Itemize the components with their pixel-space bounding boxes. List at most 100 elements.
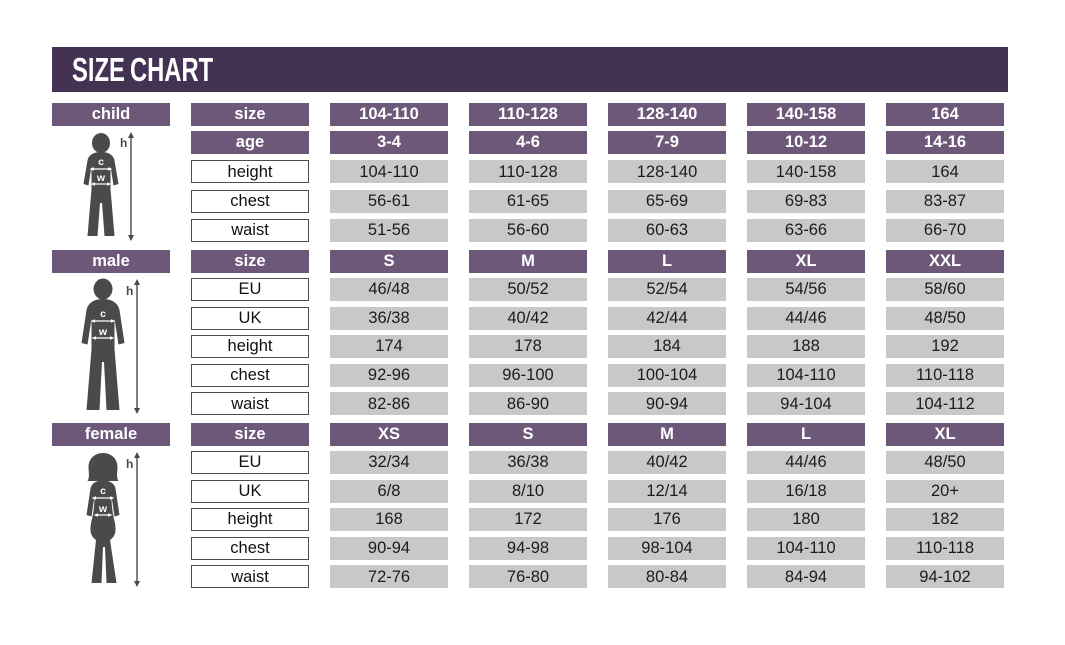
female-EU-value: 36/38 (469, 451, 587, 474)
female-size-value: M (608, 423, 726, 446)
svg-text:h: h (126, 284, 133, 298)
row-label-chest: chest (191, 363, 309, 387)
child-height-value: 110-128 (469, 160, 587, 184)
child-size-value: 164 (886, 103, 1004, 126)
female-chest-value: 104-110 (747, 536, 865, 560)
female-waist-value: 72-76 (330, 565, 448, 589)
female-waist-value: 80-84 (608, 565, 726, 589)
male-chest-value: 110-118 (886, 363, 1004, 387)
row-header-size: size (191, 103, 309, 126)
child-age-value: 3-4 (330, 131, 448, 154)
male-waist-value: 82-86 (330, 392, 448, 416)
child-waist-value: 56-60 (469, 218, 587, 242)
female-UK-value: 8/10 (469, 479, 587, 503)
row-label-height: height (191, 508, 309, 532)
female-size-value: S (469, 423, 587, 446)
child-age-value: 14-16 (886, 131, 1004, 154)
svg-text:c: c (100, 485, 106, 497)
male-EU-value: 46/48 (330, 278, 448, 301)
female-height-value: 180 (747, 508, 865, 532)
male-chest-value: 96-100 (469, 363, 587, 387)
male-height-value: 184 (608, 335, 726, 359)
section-label-male: male (52, 250, 170, 273)
male-size-value: XL (747, 250, 865, 273)
section-label-child: child (52, 103, 170, 126)
female-chest-value: 98-104 (608, 536, 726, 560)
child-height-value: 104-110 (330, 160, 448, 184)
female-chest-value: 110-118 (886, 536, 1004, 560)
male-size-value: M (469, 250, 587, 273)
male-height-value: 178 (469, 335, 587, 359)
male-size-value: L (608, 250, 726, 273)
male-chest-value: 92-96 (330, 363, 448, 387)
title-bar: SIZE CHART (52, 47, 1008, 92)
row-header-age: age (191, 131, 309, 154)
svg-text:h: h (126, 457, 133, 471)
child-age-value: 10-12 (747, 131, 865, 154)
male-height-value: 188 (747, 335, 865, 359)
child-size-value: 128-140 (608, 103, 726, 126)
row-label-EU: EU (191, 451, 309, 474)
row-label-EU: EU (191, 278, 309, 301)
female-height-value: 182 (886, 508, 1004, 532)
row-header-size: size (191, 423, 309, 446)
child-waist-value: 63-66 (747, 218, 865, 242)
female-EU-value: 32/34 (330, 451, 448, 474)
child-age-value: 4-6 (469, 131, 587, 154)
child-height-value: 140-158 (747, 160, 865, 184)
child-height-value: 164 (886, 160, 1004, 184)
female-height-value: 172 (469, 508, 587, 532)
male-UK-value: 40/42 (469, 306, 587, 330)
male-waist-value: 90-94 (608, 392, 726, 416)
male-size-value: S (330, 250, 448, 273)
male-size-value: XXL (886, 250, 1004, 273)
child-chest-value: 65-69 (608, 189, 726, 213)
svg-text:w: w (98, 503, 108, 515)
row-label-chest: chest (191, 189, 309, 213)
child-height-value: 128-140 (608, 160, 726, 184)
female-UK-value: 16/18 (747, 479, 865, 503)
female-figure-icon: h c w (52, 451, 170, 589)
child-waist-value: 66-70 (886, 218, 1004, 242)
female-section: female h c w size XS S M L XL EU 32/34 36/38 40/4… (52, 423, 1008, 589)
row-label-waist: waist (191, 218, 309, 242)
male-chest-value: 104-110 (747, 363, 865, 387)
child-figure-icon: h c w (52, 131, 170, 243)
male-height-value: 174 (330, 335, 448, 359)
child-size-value: 104-110 (330, 103, 448, 126)
row-label-UK: UK (191, 479, 309, 503)
female-waist-value: 94-102 (886, 565, 1004, 589)
female-waist-value: 76-80 (469, 565, 587, 589)
child-chest-value: 69-83 (747, 189, 865, 213)
male-waist-value: 94-104 (747, 392, 865, 416)
child-waist-value: 60-63 (608, 218, 726, 242)
row-label-height: height (191, 335, 309, 359)
male-UK-value: 36/38 (330, 306, 448, 330)
female-waist-value: 84-94 (747, 565, 865, 589)
male-EU-value: 50/52 (469, 278, 587, 301)
female-UK-value: 20+ (886, 479, 1004, 503)
section-label-female: female (52, 423, 170, 446)
female-size-value: XS (330, 423, 448, 446)
male-EU-value: 52/54 (608, 278, 726, 301)
female-chest-value: 94-98 (469, 536, 587, 560)
svg-text:h: h (120, 136, 127, 150)
male-figure-icon: h c w (52, 278, 170, 416)
female-EU-value: 44/46 (747, 451, 865, 474)
female-chest-value: 90-94 (330, 536, 448, 560)
male-waist-value: 86-90 (469, 392, 587, 416)
female-EU-value: 48/50 (886, 451, 1004, 474)
child-chest-value: 56-61 (330, 189, 448, 213)
svg-text:c: c (98, 156, 104, 168)
male-EU-value: 54/56 (747, 278, 865, 301)
row-header-size: size (191, 250, 309, 273)
male-section: male h c w size S M L XL XXL EU 46/48 50/52 52/54… (52, 250, 1008, 416)
row-label-UK: UK (191, 306, 309, 330)
svg-text:w: w (96, 172, 106, 184)
female-height-value: 168 (330, 508, 448, 532)
female-EU-value: 40/42 (608, 451, 726, 474)
svg-text:w: w (98, 326, 108, 338)
male-UK-value: 42/44 (608, 306, 726, 330)
child-chest-value: 61-65 (469, 189, 587, 213)
